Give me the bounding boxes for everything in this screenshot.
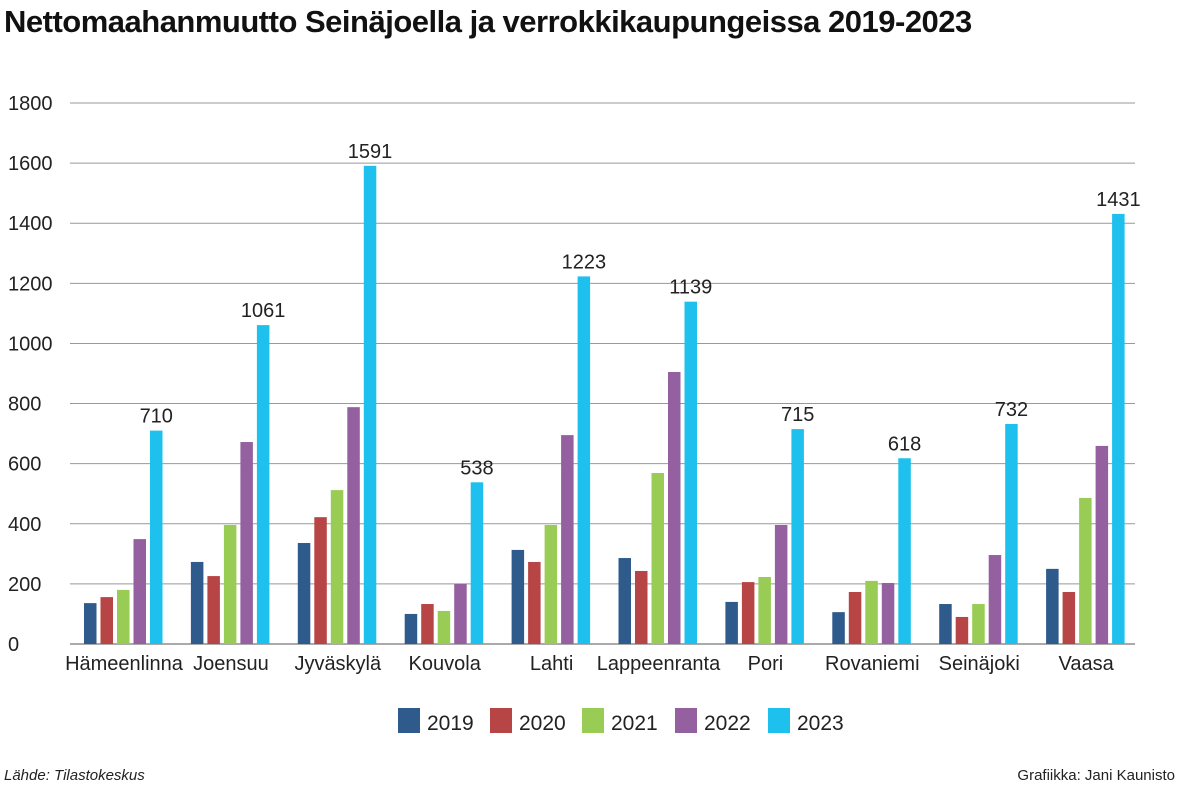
x-tick-label: Vaasa (1058, 653, 1114, 675)
legend-label: 2023 (797, 712, 844, 735)
bar-2021 (1079, 497, 1092, 644)
bar-2022 (988, 555, 1002, 644)
y-tick-label: 0 (8, 634, 19, 656)
bar-2023 (577, 276, 591, 644)
legend-label: 2022 (704, 712, 751, 735)
bar-2023 (363, 165, 377, 645)
x-tick-label: Lahti (530, 653, 573, 675)
bar-2022 (668, 371, 681, 644)
x-tick-label: Joensuu (193, 653, 269, 675)
x-tick-label: Pori (748, 653, 784, 675)
bar-2019 (404, 613, 418, 644)
bar-2022 (347, 407, 360, 644)
chart-title: Nettomaahanmuutto Seinäjoella ja verrokk… (4, 4, 972, 39)
y-tick-label: 200 (8, 574, 41, 596)
bar-2021 (117, 589, 130, 644)
data-label: 1061 (241, 300, 286, 322)
bar-2023 (150, 430, 163, 644)
data-label: 1223 (562, 251, 607, 273)
credit-note: Grafiikka: Jani Kaunisto (1017, 767, 1175, 784)
bar-2019 (1046, 568, 1059, 644)
bar-2022 (561, 435, 574, 644)
bar-2022 (240, 442, 253, 644)
y-tick-label: 600 (8, 454, 41, 476)
bar-2019 (84, 603, 97, 644)
bar-2022 (774, 524, 788, 644)
y-tick-label: 1800 (8, 93, 53, 115)
bar-2021 (758, 576, 771, 644)
bar-2020 (741, 582, 755, 644)
bar-2020 (1062, 592, 1076, 644)
bar-2020 (635, 570, 648, 644)
bar-2019 (511, 549, 525, 644)
legend-label: 2019 (427, 712, 474, 735)
bar-2021 (544, 524, 558, 644)
bar-2019 (190, 561, 204, 644)
bar-2020 (848, 592, 862, 644)
legend-label: 2020 (519, 712, 566, 735)
bar-2020 (314, 517, 327, 644)
legend-swatch-2019 (398, 708, 420, 733)
bar-2021 (865, 580, 878, 644)
x-tick-label: Jyväskylä (294, 653, 382, 675)
y-tick-label: 1400 (8, 213, 53, 235)
legend-label: 2021 (611, 712, 658, 735)
bar-2021 (437, 610, 451, 644)
data-label: 732 (995, 399, 1028, 421)
bar-2020 (207, 576, 220, 644)
bar-2019 (939, 604, 952, 644)
x-tick-label: Rovaniemi (825, 653, 919, 675)
data-label: 1139 (669, 277, 712, 299)
bar-2019 (725, 601, 738, 644)
bar-2021 (223, 524, 237, 644)
bar-2023 (470, 482, 484, 644)
bar-2019 (832, 612, 845, 644)
source-note: Lähde: Tilastokeskus (4, 767, 145, 784)
bar-2023 (684, 301, 697, 644)
x-tick-label: Kouvola (409, 653, 482, 675)
legend-swatch-2020 (490, 708, 512, 733)
bar-2023 (1005, 423, 1018, 644)
data-label: 1591 (348, 141, 393, 163)
bar-2020 (421, 604, 434, 644)
bar-2019 (297, 543, 311, 644)
y-tick-label: 400 (8, 514, 41, 536)
bar-2023 (791, 429, 804, 644)
bar-2023 (256, 325, 270, 644)
bar-2022 (454, 583, 467, 644)
x-tick-label: Hämeenlinna (65, 653, 184, 675)
bar-2021 (972, 604, 985, 644)
bar-2022 (133, 539, 146, 644)
data-label: 1431 (1096, 189, 1141, 211)
data-label: 538 (460, 457, 493, 479)
data-label: 710 (140, 406, 173, 428)
bar-2023 (898, 458, 911, 644)
legend-swatch-2021 (582, 708, 604, 733)
y-tick-label: 1600 (8, 153, 53, 175)
data-label: 715 (781, 404, 814, 426)
bar-2022 (1095, 445, 1109, 644)
x-tick-label: Seinäjoki (939, 653, 1020, 675)
x-tick-label: Lappeenranta (597, 653, 721, 675)
bar-2020 (955, 616, 969, 644)
bar-2020 (100, 597, 113, 644)
legend-swatch-2023 (768, 708, 790, 733)
y-tick-label: 1200 (8, 273, 53, 295)
bar-2021 (651, 472, 664, 644)
data-label: 618 (888, 433, 921, 455)
legend-swatch-2022 (675, 708, 697, 733)
bar-2019 (618, 558, 631, 644)
y-tick-label: 1000 (8, 333, 53, 355)
bar-2023 (1112, 213, 1125, 644)
bar-2022 (881, 582, 895, 644)
bar-2021 (330, 490, 344, 644)
y-tick-label: 800 (8, 394, 41, 416)
bar-2020 (528, 561, 541, 644)
